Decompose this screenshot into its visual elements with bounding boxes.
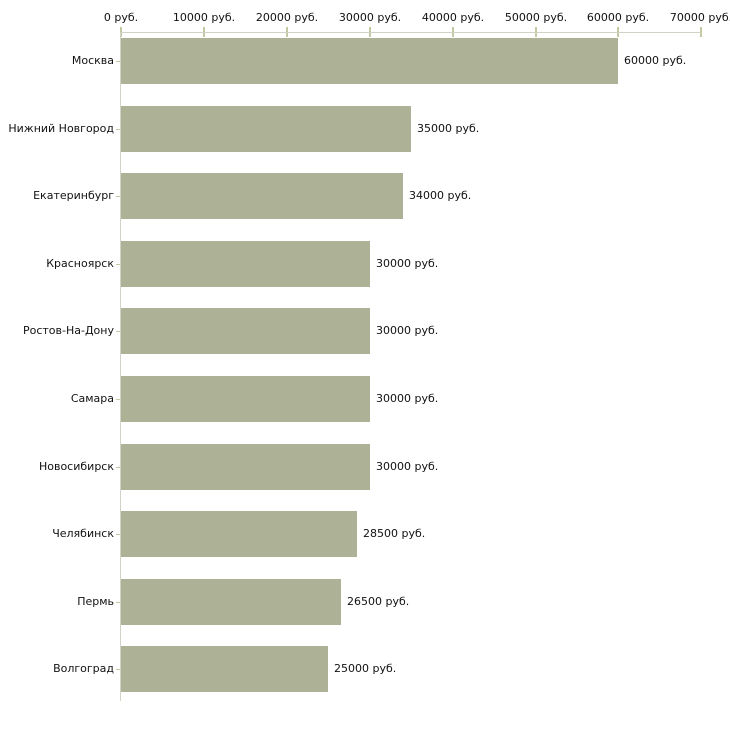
category-label: Новосибирск xyxy=(38,460,114,473)
x-tick-label: 30000 руб. xyxy=(338,11,402,24)
bar xyxy=(121,308,370,354)
category-label: Нижний Новгород xyxy=(8,122,114,135)
y-axis-line xyxy=(120,32,121,701)
y-tick-mark xyxy=(116,602,120,603)
x-axis-line xyxy=(121,32,701,33)
y-tick-mark xyxy=(116,129,120,130)
value-label: 34000 руб. xyxy=(409,189,472,202)
y-tick-mark xyxy=(116,331,120,332)
bar xyxy=(121,241,370,287)
y-tick-mark xyxy=(116,534,120,535)
value-label: 30000 руб. xyxy=(376,392,439,405)
value-label: 35000 руб. xyxy=(417,122,480,135)
category-label: Москва xyxy=(71,54,114,67)
y-tick-mark xyxy=(116,669,120,670)
y-tick-mark xyxy=(116,264,120,265)
category-label: Красноярск xyxy=(46,257,114,270)
bar xyxy=(121,444,370,490)
value-label: 30000 руб. xyxy=(376,257,439,270)
y-tick-mark xyxy=(116,61,120,62)
value-label: 30000 руб. xyxy=(376,324,439,337)
value-label: 25000 руб. xyxy=(334,662,397,675)
x-tick-label: 40000 руб. xyxy=(421,11,485,24)
value-label: 60000 руб. xyxy=(624,54,687,67)
category-label: Екатеринбург xyxy=(33,189,114,202)
bar xyxy=(121,579,341,625)
x-tick-label: 10000 руб. xyxy=(172,11,236,24)
value-label: 26500 руб. xyxy=(347,595,410,608)
value-label: 28500 руб. xyxy=(363,527,426,540)
category-label: Самара xyxy=(70,392,114,405)
value-label: 30000 руб. xyxy=(376,460,439,473)
bar xyxy=(121,646,328,692)
y-tick-mark xyxy=(116,196,120,197)
bar xyxy=(121,106,411,152)
category-label: Пермь xyxy=(77,595,114,608)
bar xyxy=(121,173,403,219)
category-label: Челябинск xyxy=(52,527,114,540)
x-tick-label: 20000 руб. xyxy=(255,11,319,24)
x-tick-label: 70000 руб. xyxy=(669,11,730,24)
x-tick-mark xyxy=(700,27,702,37)
x-tick-label: 60000 руб. xyxy=(586,11,650,24)
bar xyxy=(121,38,618,84)
bar xyxy=(121,511,357,557)
x-tick-label: 0 руб. xyxy=(103,11,139,24)
x-tick-label: 50000 руб. xyxy=(504,11,568,24)
y-tick-mark xyxy=(116,467,120,468)
bar xyxy=(121,376,370,422)
category-label: Волгоград xyxy=(53,662,114,675)
y-tick-mark xyxy=(116,399,120,400)
category-label: Ростов-На-Дону xyxy=(22,324,114,337)
